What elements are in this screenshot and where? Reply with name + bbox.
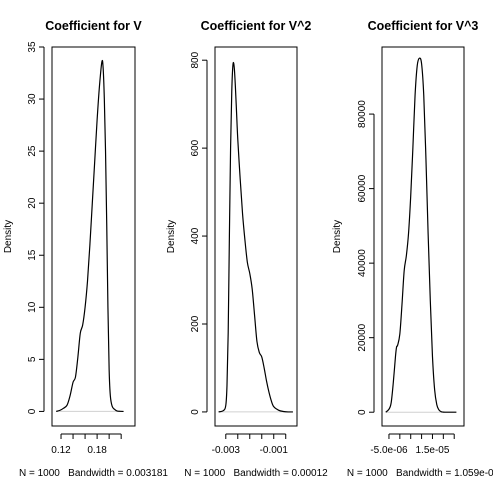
density-curve	[218, 61, 293, 413]
x-tick-label: 1.5e-05	[416, 445, 450, 456]
panel-coefficient-v3: Coefficient for V^3 -5.0e-06 1.5e-05 0 2000…	[332, 19, 493, 479]
x-tick-label: -0.001	[260, 445, 289, 456]
axis-ticks: -5.0e-06 1.5e-05 0 20000 40000 60000 80000	[357, 100, 455, 456]
x-axis-label: N = 1000 Bandwidth = 0.003181	[19, 468, 168, 479]
y-tick-label: 800	[190, 51, 201, 68]
y-axis-label: Density	[3, 220, 14, 253]
y-tick-label: 30	[27, 93, 38, 105]
y-tick-label: 600	[190, 139, 201, 156]
x-tick-label: 0.12	[51, 445, 71, 456]
panel-coefficient-v: Coefficient for V 0.12 0.18 0 5 10 15 20 25 30 35…	[3, 19, 168, 479]
y-tick-label: 80000	[357, 100, 368, 128]
panel-coefficient-v2: Coefficient for V^2 -0.003 -0.001 0 200 400 6…	[166, 19, 328, 479]
chart-title: Coefficient for V	[45, 19, 142, 33]
y-tick-label: 0	[190, 409, 201, 415]
y-tick-label: 20000	[357, 323, 368, 351]
plot-frame	[51, 46, 136, 427]
y-tick-label: 200	[190, 315, 201, 332]
y-tick-label: 40000	[357, 249, 368, 277]
density-curve	[385, 57, 457, 413]
x-tick-label: 0.18	[87, 445, 107, 456]
chart-title: Coefficient for V^3	[368, 19, 479, 33]
y-axis-label: Density	[332, 220, 343, 253]
chart-title: Coefficient for V^2	[201, 19, 312, 33]
y-tick-label: 25	[27, 145, 38, 157]
y-tick-label: 0	[27, 408, 38, 414]
x-axis-label: N = 1000 Bandwidth = 0.00012	[184, 468, 328, 479]
axis-ticks: 0.12 0.18 0 5 10 15 20 25 30 35	[27, 41, 122, 456]
density-curve	[56, 59, 124, 413]
y-tick-label: 15	[27, 249, 38, 261]
y-tick-label: 10	[27, 301, 38, 313]
axis-ticks: -0.003 -0.001 0 200 400 600 800	[190, 51, 288, 456]
y-axis-label: Density	[166, 220, 177, 253]
y-tick-label: 35	[27, 41, 38, 53]
y-tick-label: 0	[357, 409, 368, 415]
x-axis-label: N = 1000 Bandwidth = 1.059e-06	[347, 468, 493, 479]
x-tick-label: -5.0e-06	[370, 445, 408, 456]
y-tick-label: 400	[190, 227, 201, 244]
y-tick-label: 20	[27, 197, 38, 209]
y-tick-label: 5	[27, 356, 38, 362]
y-tick-label: 60000	[357, 174, 368, 202]
x-tick-label: -0.003	[212, 445, 241, 456]
plot-frame	[381, 46, 465, 427]
plot-frame	[214, 46, 298, 427]
